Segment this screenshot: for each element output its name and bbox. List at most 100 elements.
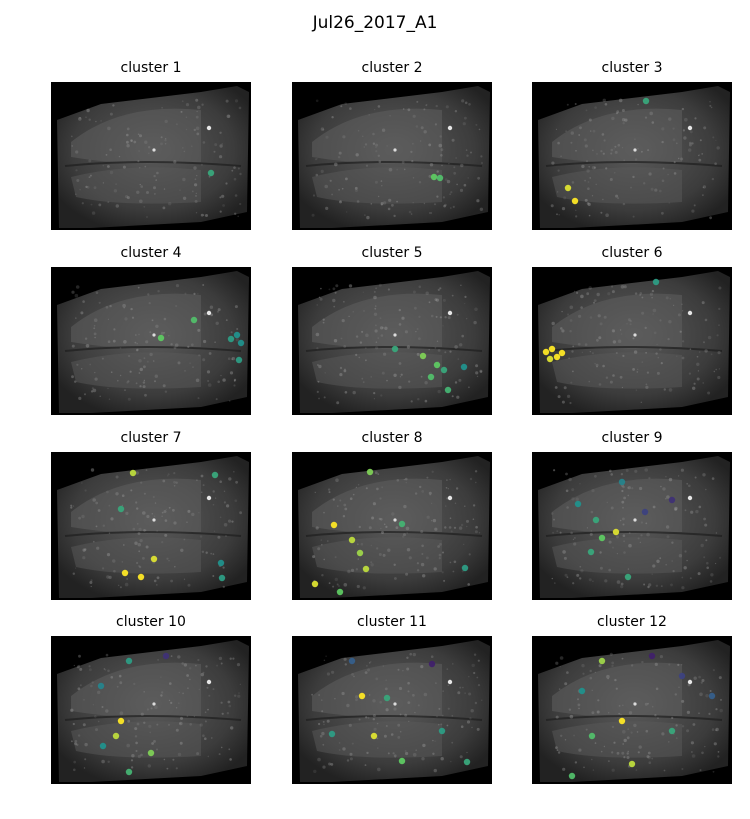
tissue-speckle	[94, 372, 96, 374]
tissue-speckle	[404, 713, 408, 717]
tissue-speckle	[70, 506, 73, 509]
tissue-speckle	[398, 686, 403, 691]
tissue-speckle	[161, 541, 164, 544]
tissue-speckle	[449, 193, 451, 195]
tissue-speckle	[342, 747, 346, 751]
cluster-cell-marker	[336, 588, 344, 596]
tissue-speckle	[340, 337, 343, 340]
tissue-speckle	[160, 142, 163, 146]
tissue-speckle	[689, 348, 692, 350]
tissue-speckle	[349, 497, 353, 500]
tissue-speckle	[439, 316, 442, 319]
tissue-speckle	[381, 486, 384, 489]
tissue-speckle	[139, 183, 141, 186]
tissue-speckle	[78, 664, 80, 667]
tissue-speckle	[684, 550, 687, 553]
tissue-speckle	[225, 99, 229, 103]
tissue-speckle	[623, 756, 626, 759]
tissue-speckle	[78, 396, 82, 400]
tissue-speckle	[591, 758, 593, 761]
tissue-speckle	[657, 356, 660, 359]
tissue-speckle	[197, 105, 201, 110]
tissue-speckle	[143, 365, 146, 369]
tissue-speckle	[137, 532, 141, 535]
cluster-cell-marker	[436, 174, 444, 182]
tissue-speckle	[153, 740, 156, 743]
tissue-speckle	[572, 582, 575, 585]
tissue-speckle	[76, 665, 80, 669]
tissue-speckle	[710, 573, 714, 577]
cluster-cell-marker	[542, 348, 550, 356]
tissue-speckle	[477, 659, 480, 662]
tissue-speckle	[456, 395, 460, 399]
tissue-speckle	[574, 537, 576, 539]
tissue-speckle	[698, 675, 701, 679]
tissue-speckle	[343, 503, 347, 507]
tissue-speckle	[451, 741, 454, 744]
tissue-speckle	[102, 567, 105, 570]
tissue-speckle	[611, 116, 615, 121]
tissue-speckle	[689, 141, 692, 145]
tissue-speckle	[713, 370, 715, 373]
tissue-speckle	[572, 345, 575, 348]
brain-lobe	[312, 293, 442, 349]
tissue-speckle	[671, 541, 674, 544]
tissue-speckle	[338, 188, 340, 191]
brain-lobe	[71, 537, 201, 574]
tissue-speckle	[688, 372, 691, 375]
tissue-speckle	[370, 376, 373, 378]
tissue-speckle	[138, 372, 141, 374]
tissue-speckle	[656, 343, 658, 346]
tissue-speckle	[93, 327, 96, 330]
tissue-speckle	[623, 159, 625, 162]
tissue-speckle	[480, 370, 483, 373]
tissue-speckle	[704, 523, 708, 527]
tissue-speckle	[129, 370, 132, 373]
tissue-speckle	[444, 526, 447, 529]
tissue-speckle	[378, 160, 382, 164]
tissue-speckle	[630, 186, 632, 189]
tissue-speckle	[365, 359, 367, 362]
tissue-speckle	[89, 581, 93, 584]
tissue-speckle	[672, 138, 676, 142]
tissue-speckle	[570, 131, 574, 135]
tissue-speckle	[627, 750, 629, 753]
tissue-speckle	[132, 527, 136, 531]
bright-spot	[633, 148, 637, 152]
tissue-speckle	[74, 740, 78, 743]
tissue-speckle	[409, 652, 412, 656]
tissue-speckle	[581, 164, 585, 169]
tissue-speckle	[480, 699, 483, 702]
tissue-speckle	[415, 331, 417, 333]
tissue-speckle	[701, 153, 704, 155]
tissue-speckle	[92, 704, 95, 706]
cluster-cell-marker	[628, 760, 636, 768]
tissue-speckle	[382, 553, 386, 557]
tissue-speckle	[341, 319, 345, 323]
tissue-speckle	[380, 527, 382, 530]
tissue-speckle	[90, 203, 93, 206]
tissue-speckle	[474, 307, 478, 312]
tissue-speckle	[571, 181, 575, 184]
tissue-speckle	[75, 285, 80, 289]
tissue-speckle	[659, 319, 662, 322]
tissue-speckle	[663, 388, 666, 391]
tissue-speckle	[175, 123, 178, 126]
tissue-speckle	[90, 579, 93, 582]
brain-lobe	[552, 108, 682, 164]
tissue-speckle	[680, 157, 684, 161]
tissue-speckle	[179, 721, 183, 726]
tissue-speckle	[365, 333, 369, 338]
bright-spot	[206, 125, 212, 131]
tissue-speckle	[671, 560, 673, 562]
tissue-speckle	[140, 185, 143, 188]
tissue-speckle	[322, 318, 325, 321]
cluster-cell-marker	[438, 727, 446, 735]
tissue-speckle	[206, 686, 209, 689]
cluster-panel-title: cluster 8	[361, 430, 423, 446]
tissue-speckle	[718, 676, 722, 680]
tissue-speckle	[635, 769, 638, 771]
tissue-speckle	[91, 211, 96, 215]
tissue-speckle	[712, 770, 715, 773]
tissue-speckle	[93, 318, 98, 322]
